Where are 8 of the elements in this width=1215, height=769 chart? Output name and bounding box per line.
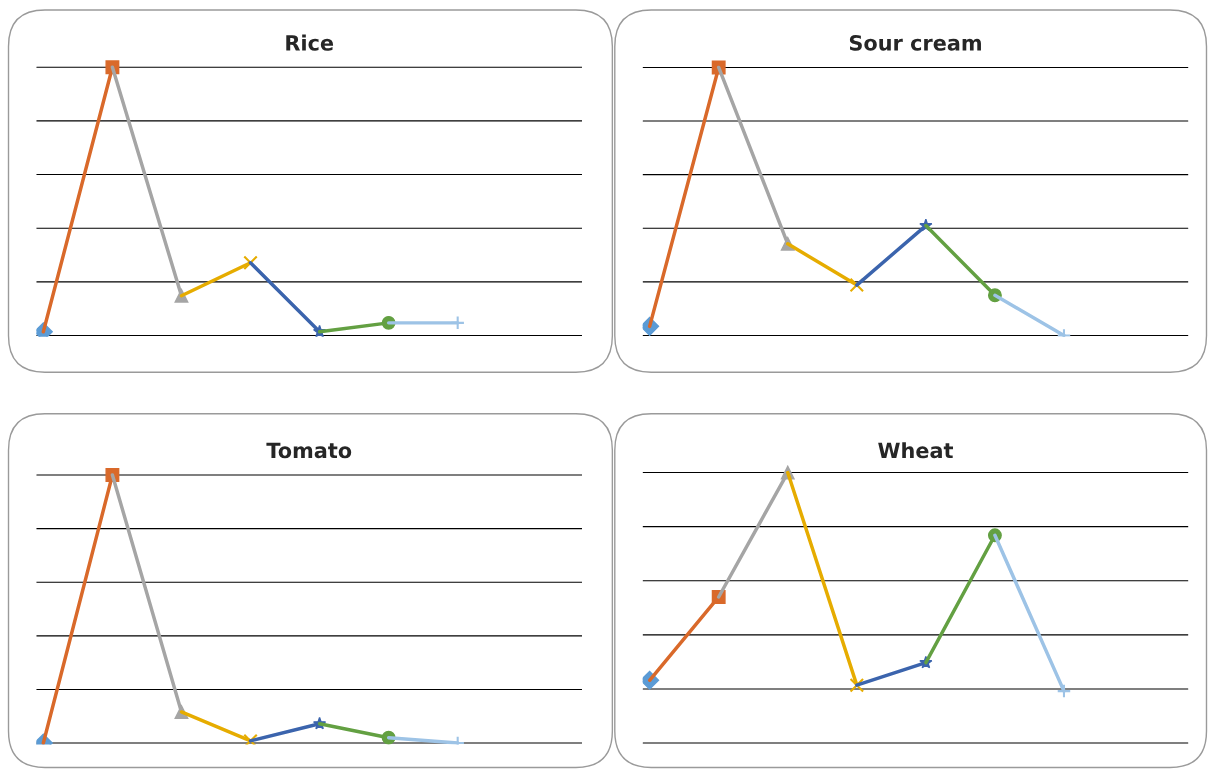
- point: [243, 733, 258, 745]
- point: [450, 315, 465, 331]
- chart-title: Tomato: [266, 442, 352, 459]
- chart-title: Rice: [286, 34, 334, 51]
- chart-title: Sour cream: [849, 34, 981, 51]
- chart-title: Wheat: [878, 442, 954, 459]
- point: [849, 677, 865, 693]
- point: [1056, 683, 1072, 699]
